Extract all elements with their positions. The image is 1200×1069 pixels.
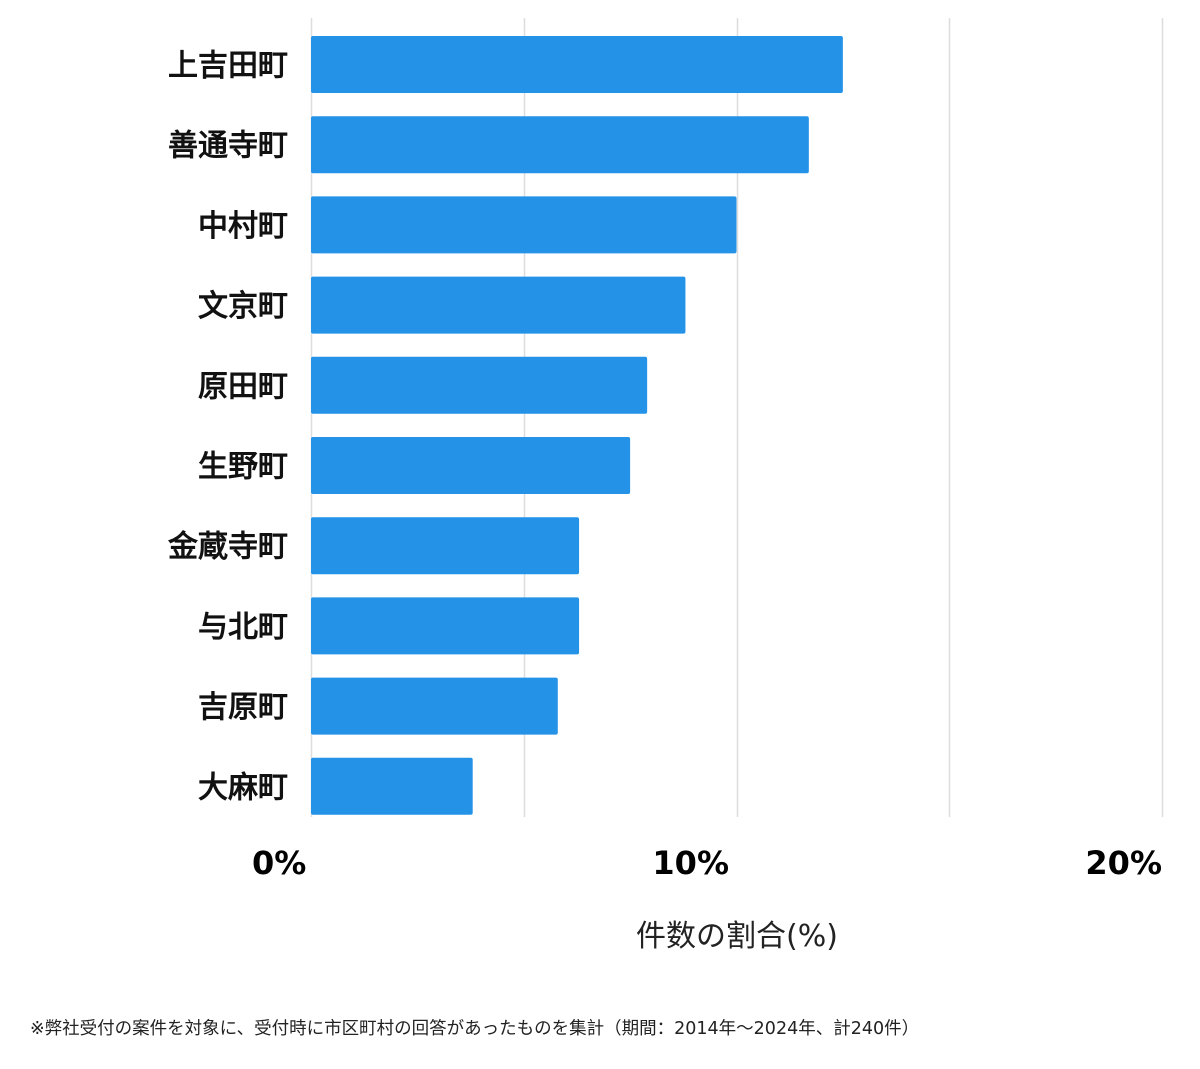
- category-label: 善通寺町: [168, 129, 288, 164]
- category-label: 生野町: [198, 450, 288, 485]
- bar: [311, 36, 843, 93]
- category-label: 文京町: [198, 289, 288, 324]
- category-label: 上吉田町: [168, 49, 288, 84]
- bar: [311, 597, 580, 655]
- category-label: 金蔵寺町: [167, 530, 288, 565]
- category-label: 大麻町: [198, 770, 288, 805]
- bar: [311, 196, 737, 254]
- bars: [311, 36, 843, 815]
- category-label: 与北町: [198, 610, 288, 645]
- category-label: 原田町: [198, 369, 288, 404]
- footnote: ※弊社受付の案件を対象に、受付時に市区町村の回答があったものを集計（期間：201…: [30, 1019, 920, 1039]
- x-tick-label: 10%: [652, 844, 729, 882]
- bar: [311, 757, 473, 815]
- x-axis-title: 件数の割合(%): [636, 919, 838, 954]
- x-tick-label: 0%: [252, 844, 306, 882]
- x-tick-label: 20%: [1085, 844, 1162, 882]
- bar: [311, 276, 686, 334]
- x-tick-labels: 0% 10% 20%: [252, 844, 1162, 882]
- category-label: 吉原町: [198, 690, 288, 725]
- bar: [311, 116, 809, 174]
- bar: [311, 517, 580, 575]
- category-label: 中村町: [198, 209, 288, 244]
- bar: [311, 437, 631, 494]
- bar: [311, 677, 558, 735]
- bar: [311, 356, 648, 414]
